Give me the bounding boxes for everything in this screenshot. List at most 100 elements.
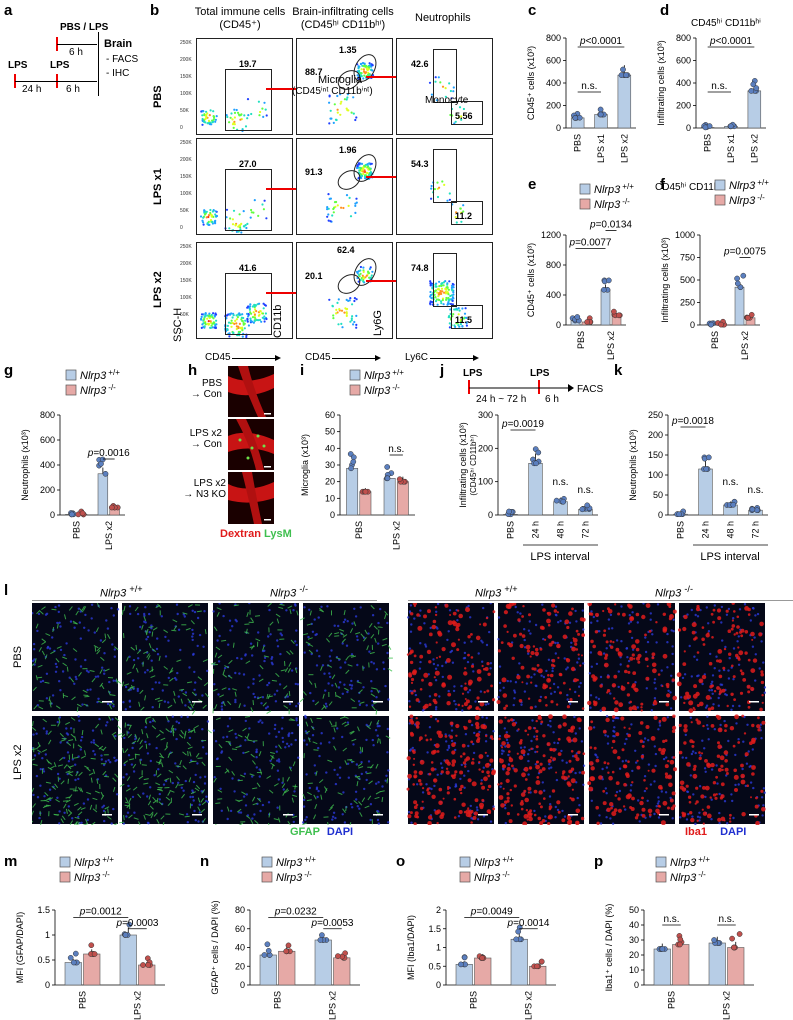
genotype-header-2: Nlrp3 -/- — [270, 584, 308, 600]
facs-event — [452, 291, 455, 294]
facs-event — [332, 314, 335, 317]
x-tick-label: 24 h — [531, 521, 541, 539]
data-point — [731, 944, 737, 951]
facs-event — [251, 305, 254, 308]
significance-label: n.s. — [747, 485, 763, 496]
facs-event — [364, 177, 367, 180]
facs-event — [354, 118, 357, 122]
facs-event — [243, 114, 246, 117]
y-tick-label: 200 — [478, 443, 493, 453]
legend-sup: -/- — [502, 870, 510, 879]
facs-event — [242, 225, 245, 228]
facs-event — [355, 323, 358, 326]
significance-label: p<0.0001 — [709, 36, 752, 47]
facs-event — [434, 283, 437, 286]
facs-event — [459, 323, 462, 326]
facs-event — [328, 122, 331, 125]
data-point — [145, 962, 152, 968]
bar — [64, 962, 82, 986]
facs-event — [462, 317, 465, 320]
facs-density — [328, 61, 375, 125]
y-tick-label: 600 — [40, 435, 55, 445]
facs-tick-label: 150K — [180, 278, 192, 284]
significance-label: p=0.0134 — [589, 220, 632, 231]
x-tick-label: 72 h — [581, 521, 591, 539]
facs-event — [207, 315, 210, 318]
y-tick-label: 200 — [546, 101, 561, 111]
gate-percentage: 42.6 — [411, 59, 429, 69]
facs-event — [257, 100, 260, 103]
facs-event — [439, 300, 443, 303]
facs-event — [240, 231, 243, 234]
gate-percentage: 27.0 — [239, 159, 257, 169]
facs-event — [233, 111, 237, 114]
facs-event — [251, 316, 255, 319]
facs-event — [462, 107, 465, 111]
facs-event — [338, 308, 341, 311]
h-row-label-1: PBS → Con — [178, 378, 222, 400]
facs-event — [349, 297, 352, 300]
panel-label-c: c — [528, 2, 537, 19]
facs-event — [238, 114, 241, 117]
facs-event — [363, 277, 366, 280]
y-tick-label: 800 — [40, 410, 55, 420]
x-tick-label: LPS x2 — [722, 991, 732, 1020]
x-tick-label: PBS — [506, 521, 516, 539]
facs-event — [444, 288, 447, 291]
facs-event — [201, 123, 204, 126]
facs-event — [359, 272, 362, 275]
x-tick-label: PBS — [576, 331, 586, 349]
significance-label: n.s. — [388, 444, 404, 455]
data-point — [265, 947, 272, 954]
facs-event — [430, 187, 433, 190]
facs-event — [465, 324, 468, 327]
facs-plot: 19.7 — [196, 38, 293, 135]
data-point — [91, 951, 98, 957]
facs-event — [447, 296, 450, 300]
legend-sup: +/+ — [108, 368, 120, 377]
facs-event — [451, 282, 454, 286]
data-point — [350, 458, 357, 465]
facs-event — [450, 298, 453, 301]
significance-label: p=0.0075 — [723, 247, 766, 258]
facs-event — [450, 284, 454, 287]
facs-event — [340, 309, 344, 312]
data-point — [744, 314, 751, 321]
gene-name: Nlrp3 — [270, 587, 297, 600]
facs-event — [326, 206, 329, 209]
facs-event — [328, 101, 331, 104]
facs-event — [253, 304, 256, 307]
facs-event — [263, 320, 266, 323]
data-point — [729, 935, 735, 942]
facs-event — [259, 310, 262, 313]
genotype-header-1: Nlrp3 +/+ — [100, 584, 143, 600]
y-tick-label: 0 — [50, 510, 55, 520]
facs-event — [450, 286, 453, 289]
h-row-text: PBS — [201, 378, 222, 389]
facs-event — [212, 110, 215, 113]
facs-event — [332, 207, 335, 211]
bar — [314, 939, 332, 986]
legend-swatch-ko — [579, 198, 591, 210]
facs-event — [228, 335, 231, 338]
facs-event — [350, 111, 353, 114]
x-tick-label: LPS x1 — [726, 134, 736, 163]
gate-neutrophil — [433, 49, 457, 103]
facs-event — [448, 198, 451, 201]
facs-event — [231, 223, 235, 226]
facs-event — [458, 309, 461, 312]
facs-event — [430, 184, 433, 188]
ihc-label: - IHC — [106, 68, 130, 79]
facs-event — [353, 320, 356, 324]
facs-event — [371, 69, 374, 72]
facs-event — [453, 324, 456, 327]
facs-event — [333, 103, 336, 106]
time-label: 6 h — [545, 394, 559, 405]
facs-event — [437, 287, 440, 290]
x-tick-label: PBS — [703, 134, 713, 152]
facs-event — [336, 111, 339, 114]
legend-label-ko: Nlrp3 -/- — [594, 197, 630, 211]
panel-label-p: p — [594, 853, 604, 870]
data-point — [718, 321, 724, 328]
